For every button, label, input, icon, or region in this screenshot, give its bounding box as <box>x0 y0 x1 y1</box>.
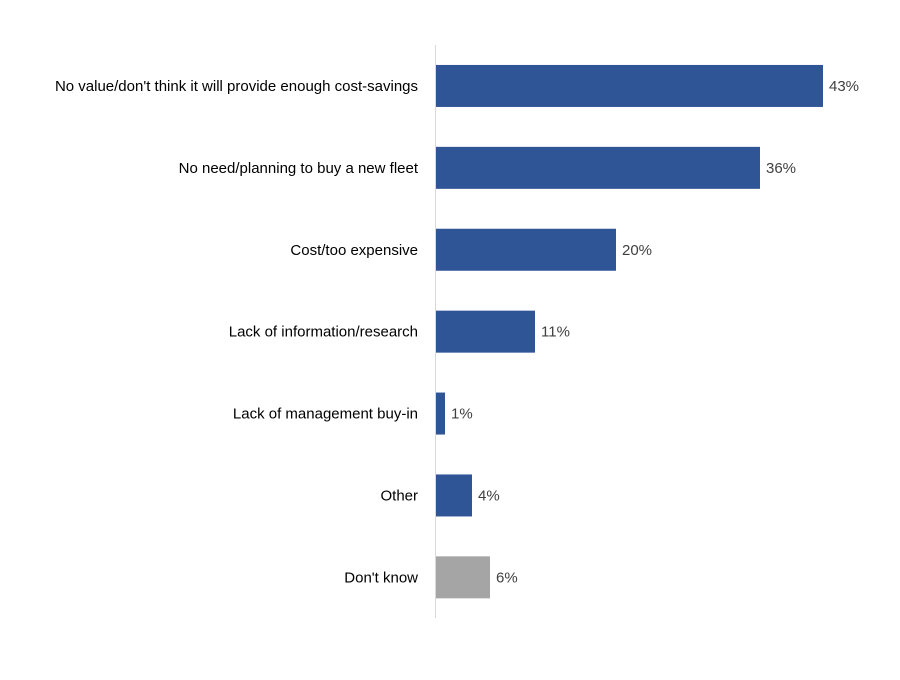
category-label: Cost/too expensive <box>290 242 418 259</box>
data-label: 11% <box>541 324 570 341</box>
bar-4 <box>436 392 445 435</box>
category-label: No need/planning to buy a new fleet <box>179 160 419 177</box>
bar-5 <box>436 474 472 517</box>
category-label: Lack of management buy-in <box>233 406 418 423</box>
category-label: No value/don't think it will provide eno… <box>55 78 418 95</box>
bar-0 <box>436 64 823 107</box>
data-label: 36% <box>766 160 796 177</box>
data-label: 6% <box>496 569 518 586</box>
bar-1 <box>436 146 760 189</box>
data-label: 4% <box>478 487 500 504</box>
category-label: Lack of information/research <box>229 324 418 341</box>
bar-6 <box>436 556 490 599</box>
bar-3 <box>436 310 535 353</box>
data-label: 1% <box>451 406 473 423</box>
category-label: Don't know <box>344 569 418 586</box>
bar-2 <box>436 228 616 271</box>
data-label: 43% <box>829 78 859 95</box>
data-label: 20% <box>622 242 652 259</box>
category-label: Other <box>380 487 418 504</box>
